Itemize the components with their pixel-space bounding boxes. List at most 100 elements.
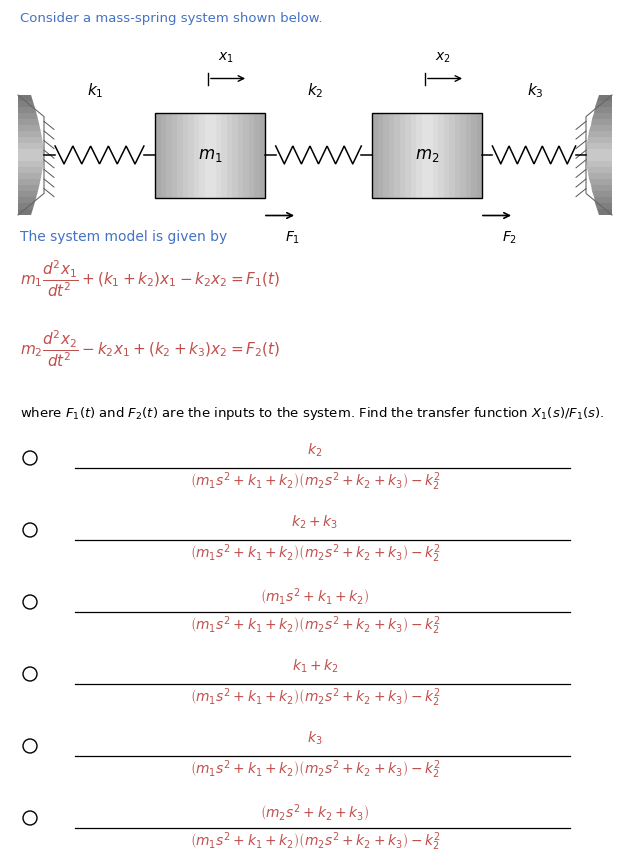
Bar — [421, 113, 427, 197]
Bar — [238, 113, 243, 197]
Text: $m_1$: $m_1$ — [198, 146, 222, 164]
Polygon shape — [586, 155, 612, 161]
Bar — [215, 113, 221, 197]
Text: $k_1$: $k_1$ — [87, 81, 103, 100]
Polygon shape — [18, 125, 41, 131]
Bar — [260, 113, 265, 197]
Bar — [372, 113, 377, 197]
Polygon shape — [590, 119, 612, 125]
Polygon shape — [592, 191, 612, 197]
Polygon shape — [18, 95, 33, 101]
Text: $m_2\dfrac{d^2x_2}{dt^2} - k_2x_1 + (k_2+k_3)x_2=F_2(t)$: $m_2\dfrac{d^2x_2}{dt^2} - k_2x_1 + (k_2… — [20, 328, 280, 369]
Polygon shape — [18, 197, 37, 203]
Text: $F_2$: $F_2$ — [502, 229, 518, 246]
Polygon shape — [588, 173, 612, 179]
Bar — [232, 113, 238, 197]
Text: $\left(m_1s^2+k_1+k_2\right)\left(m_2s^2+k_2+k_3\right)-k_2^2$: $\left(m_1s^2+k_1+k_2\right)\left(m_2s^2… — [190, 470, 440, 493]
Text: $F_1$: $F_1$ — [285, 229, 301, 246]
Polygon shape — [18, 185, 40, 191]
Bar — [476, 113, 482, 197]
Text: Consider a mass-spring system shown below.: Consider a mass-spring system shown belo… — [20, 12, 323, 25]
Polygon shape — [587, 161, 612, 167]
Polygon shape — [18, 191, 38, 197]
Bar — [205, 113, 210, 197]
Text: $m_2$: $m_2$ — [415, 146, 439, 164]
Bar — [193, 113, 199, 197]
Bar — [427, 113, 433, 197]
Text: $k_3$: $k_3$ — [307, 730, 323, 747]
Text: $\left(m_1s^2+k_1+k_2\right)\left(m_2s^2+k_2+k_3\right)-k_2^2$: $\left(m_1s^2+k_1+k_2\right)\left(m_2s^2… — [190, 686, 440, 708]
Polygon shape — [18, 161, 43, 167]
Bar — [183, 113, 188, 197]
Bar — [471, 113, 476, 197]
Text: $k_3$: $k_3$ — [527, 81, 543, 100]
Bar — [177, 113, 183, 197]
Polygon shape — [587, 137, 612, 143]
Polygon shape — [597, 209, 612, 215]
Bar — [210, 113, 215, 197]
Text: $\left(m_1s^2+k_1+k_2\right)\left(m_2s^2+k_2+k_3\right)-k_2^2$: $\left(m_1s^2+k_1+k_2\right)\left(m_2s^2… — [190, 758, 440, 780]
Bar — [166, 113, 171, 197]
Text: $x_2$: $x_2$ — [435, 50, 451, 64]
Text: $\left(m_2s^2+k_2+k_3\right)$: $\left(m_2s^2+k_2+k_3\right)$ — [260, 802, 370, 823]
Bar — [444, 113, 449, 197]
Polygon shape — [586, 149, 612, 155]
Text: $m_1\dfrac{d^2x_1}{dt^2} + (k_1+k_2)x_1 - k_2x_2=F_1(t)$: $m_1\dfrac{d^2x_1}{dt^2} + (k_1+k_2)x_1 … — [20, 258, 280, 299]
Bar — [389, 113, 394, 197]
Bar — [227, 113, 232, 197]
Bar — [416, 113, 421, 197]
Polygon shape — [18, 131, 42, 137]
Bar — [433, 113, 438, 197]
Text: where $F_1(t)$ and $F_2(t)$ are the inputs to the system. Find the transfer func: where $F_1(t)$ and $F_2(t)$ are the inpu… — [20, 405, 605, 422]
Bar — [221, 113, 227, 197]
Bar — [171, 113, 177, 197]
Bar — [411, 113, 416, 197]
Text: $\left(m_1s^2+k_1+k_2\right)\left(m_2s^2+k_2+k_3\right)-k_2^2$: $\left(m_1s^2+k_1+k_2\right)\left(m_2s^2… — [190, 830, 440, 853]
Text: $k_2+k_3$: $k_2+k_3$ — [292, 514, 338, 532]
Polygon shape — [18, 119, 40, 125]
Polygon shape — [18, 155, 44, 161]
Bar — [199, 113, 205, 197]
Bar — [466, 113, 471, 197]
Text: $k_1+k_2$: $k_1+k_2$ — [292, 658, 338, 675]
Bar — [372, 113, 482, 197]
Bar — [243, 113, 248, 197]
Polygon shape — [18, 143, 43, 149]
Polygon shape — [587, 143, 612, 149]
Polygon shape — [587, 167, 612, 173]
Text: $k_2$: $k_2$ — [307, 81, 323, 100]
Bar — [254, 113, 260, 197]
Polygon shape — [589, 125, 612, 131]
Polygon shape — [593, 107, 612, 113]
Bar — [188, 113, 193, 197]
Bar — [449, 113, 454, 197]
Polygon shape — [18, 179, 41, 185]
Polygon shape — [593, 197, 612, 203]
Bar — [460, 113, 466, 197]
Polygon shape — [588, 131, 612, 137]
Text: The system model is given by: The system model is given by — [20, 230, 227, 244]
Text: $\left(m_1s^2+k_1+k_2\right)\left(m_2s^2+k_2+k_3\right)-k_2^2$: $\left(m_1s^2+k_1+k_2\right)\left(m_2s^2… — [190, 542, 440, 565]
Polygon shape — [18, 149, 44, 155]
Bar — [248, 113, 254, 197]
Polygon shape — [18, 203, 35, 209]
Polygon shape — [18, 137, 43, 143]
Bar — [161, 113, 166, 197]
Text: $\left(m_1s^2+k_1+k_2\right)\left(m_2s^2+k_2+k_3\right)-k_2^2$: $\left(m_1s^2+k_1+k_2\right)\left(m_2s^2… — [190, 614, 440, 637]
Bar — [155, 113, 265, 197]
Bar — [377, 113, 383, 197]
Polygon shape — [595, 203, 612, 209]
Text: $x_1$: $x_1$ — [218, 50, 234, 64]
Bar — [383, 113, 389, 197]
Bar — [405, 113, 411, 197]
Bar — [454, 113, 460, 197]
Polygon shape — [18, 167, 43, 173]
Bar — [438, 113, 444, 197]
Polygon shape — [590, 185, 612, 191]
Polygon shape — [589, 179, 612, 185]
Polygon shape — [18, 173, 42, 179]
Text: $\left(m_1s^2+k_1+k_2\right)$: $\left(m_1s^2+k_1+k_2\right)$ — [260, 586, 370, 607]
Bar — [155, 113, 161, 197]
Polygon shape — [597, 95, 612, 101]
Polygon shape — [18, 209, 33, 215]
